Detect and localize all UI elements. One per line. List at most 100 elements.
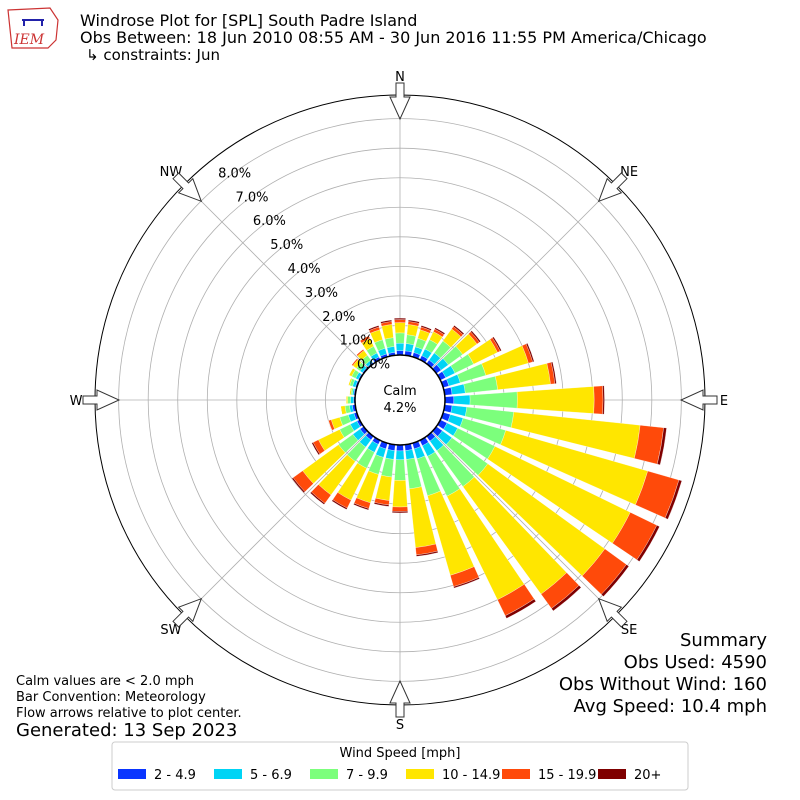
legend-label: 5 - 6.9 [250,768,292,783]
compass-arrow [597,597,628,628]
wind-bar [406,324,419,337]
spoke [184,184,369,369]
summary: Obs Without Wind: 160 [559,674,767,695]
wind-bar [636,525,660,562]
wind-bar [450,383,466,395]
chart-title: Windrose Plot for [SPL] South Padre Isla… [80,11,417,30]
arrow-shape [82,389,121,411]
r-tick-label: 5.0% [270,238,303,253]
wind-bar [405,343,414,353]
compass-arrow [389,82,411,121]
wind-bar [373,502,390,507]
arrow-shape [172,172,203,203]
arrow-shape [389,679,411,718]
wind-bar [353,502,370,511]
wind-bar [375,475,393,501]
wind-bar [349,387,351,395]
wind-bar [394,319,406,323]
compass-label: SW [160,623,181,638]
arrow-shape [389,82,411,121]
spoke [184,431,369,616]
wind-bar [505,598,537,619]
wind-bar [664,479,683,520]
legend-box [111,741,689,791]
arrow-shape [597,172,628,203]
compass-arrow [82,389,121,411]
wind-bar [310,491,326,505]
wind-bar [516,386,595,414]
r-tick-label: 1.0% [340,334,373,349]
legend-swatch [502,769,530,779]
compass-label: SE [621,623,637,638]
wind-bar [453,577,480,589]
wind-bar [657,427,667,466]
wind-bar [385,449,395,460]
wind-bar [381,324,394,340]
wind-bar [392,480,408,508]
arrow-shape [597,597,628,628]
summary: Obs Used: 4590 [624,652,767,673]
compass-label: W [70,394,83,409]
wind-bar [331,499,348,510]
logo-outline [7,7,59,49]
legend-label: 20+ [634,768,661,783]
wind-bar [384,337,395,348]
legend-label: 2 - 4.9 [154,768,196,783]
arrow-shape [679,389,718,411]
wind-bar [391,511,409,514]
wind-bar [492,336,502,352]
legend-label: 15 - 19.9 [538,768,596,783]
compass-label: S [396,718,404,733]
wind-bar [347,396,351,404]
summary: Summary [680,630,767,651]
wind-bar [405,334,417,346]
wind-bar [395,343,405,351]
summary: Avg Speed: 10.4 mph [574,696,767,717]
wind-bar [368,325,380,331]
wind-bar [380,319,392,324]
chart-subtitle: Obs Between: 18 Jun 2010 08:55 AM - 30 J… [80,28,707,47]
legend-swatch [598,769,626,779]
r-tick-label: 0.0% [357,358,390,373]
note: Bar Convention: Meteorology [16,690,206,705]
wind-bar [602,385,605,415]
wind-bar [348,368,354,376]
arrow-shape [172,597,203,628]
compass-arrow [389,679,411,718]
wind-bar [394,322,406,334]
wind-bar [356,349,364,355]
wind-bar [551,585,582,612]
calm-circle [354,354,446,446]
compass-arrow [172,172,203,203]
legend-title: Wind Speed [mph] [340,746,461,761]
wind-bar [434,327,446,335]
calm-value: 4.2% [383,401,416,416]
wind-bar [311,442,321,456]
wind-bar [593,385,604,415]
wind-bar [453,325,465,335]
generated: Generated: 13 Sep 2023 [16,720,237,741]
wind-bar [348,378,351,386]
compass-arrow [172,597,203,628]
plot-area: Calm 4.2% 0.0% 1.0% 2.0% 3.0% 4.0% 5.0% 6.0% 7.0%… [70,70,729,733]
legend-label: 7 - 9.9 [346,768,388,783]
wind-bar [550,361,557,384]
wind-bar [394,317,406,320]
wind-bar [408,319,420,324]
wind-bar [345,396,348,404]
wind-bar [416,550,439,557]
compass-arrow [679,389,718,411]
wind-bar [396,444,404,452]
legend-swatch [118,769,146,779]
r-tick-label: 3.0% [305,286,338,301]
wind-bar [340,406,343,415]
wind-bar [405,449,415,460]
compass-label: E [720,394,728,409]
wind-bar [601,564,630,597]
r-tick-label: 7.0% [235,190,268,205]
r-tick-label: 6.0% [253,214,286,229]
wind-bar [328,420,333,431]
r-tick-label: 8.0% [218,166,251,181]
r-tick-label: 2.0% [322,310,355,325]
